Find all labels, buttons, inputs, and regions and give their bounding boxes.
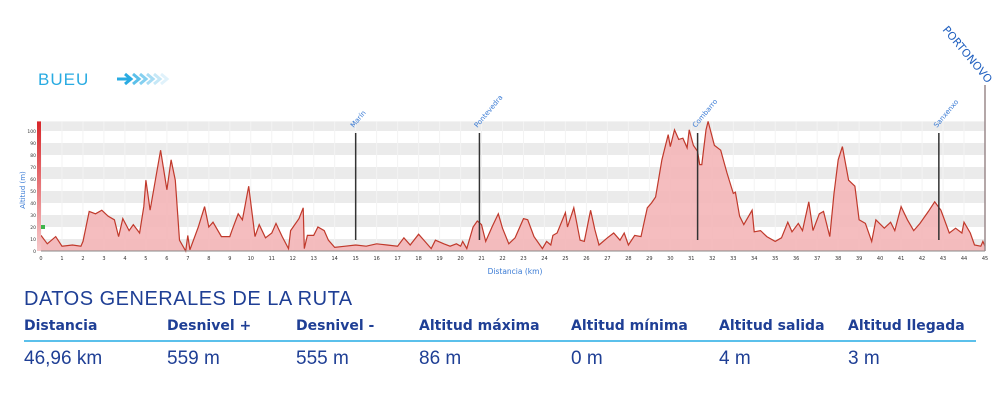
x-tick-label: 32 xyxy=(709,256,715,262)
x-tick-label: 9 xyxy=(228,256,231,262)
header-min-altitude: Altitud mínima xyxy=(571,318,688,334)
x-axis-label: Distancia (km) xyxy=(488,267,543,276)
x-tick-label: 33 xyxy=(730,256,736,262)
y-tick-label: 10 xyxy=(30,237,36,243)
x-tick-label: 2 xyxy=(81,256,84,262)
y-tick-label: 20 xyxy=(30,225,36,231)
x-tick-label: 25 xyxy=(562,256,568,262)
value-min-altitude: 0 m xyxy=(571,348,603,369)
x-tick-label: 11 xyxy=(269,256,275,262)
y-tick-label: 60 xyxy=(30,177,36,183)
value-start-altitude: 4 m xyxy=(719,348,751,369)
y-axis-label: Altitud (m) xyxy=(19,171,27,209)
x-tick-label: 37 xyxy=(814,256,820,262)
x-tick-label: 40 xyxy=(877,256,883,262)
x-tick-label: 27 xyxy=(604,256,610,262)
value-end-altitude: 3 m xyxy=(848,348,880,369)
grid-band xyxy=(41,121,985,131)
x-tick-label: 31 xyxy=(688,256,694,262)
x-tick-label: 15 xyxy=(352,256,358,262)
x-tick-label: 4 xyxy=(123,256,126,262)
x-tick-label: 16 xyxy=(373,256,379,262)
route-origin-label: BUEU xyxy=(38,70,90,89)
y-tick-label: 70 xyxy=(30,165,36,171)
elevation-chart: 0 1 2 3 4 5 6 7 8 9 10 11 12 13 14 15 16 17 18 19 20 21 22 23 24… xyxy=(19,24,995,276)
x-tick-label: 14 xyxy=(332,256,338,262)
y-tick-label: 90 xyxy=(30,141,36,147)
elevation-area xyxy=(41,121,985,252)
x-tick-label: 45 xyxy=(982,256,988,262)
x-tick-label: 36 xyxy=(793,256,799,262)
x-tick-label: 24 xyxy=(541,256,547,262)
x-tick-label: 21 xyxy=(478,256,484,262)
x-tick-label: 42 xyxy=(919,256,925,262)
header-distance: Distancia xyxy=(24,318,98,334)
y-tick-label: 80 xyxy=(30,153,36,159)
header-start-altitude: Altitud salida xyxy=(719,318,825,334)
x-tick-label: 28 xyxy=(625,256,631,262)
y-tick-label: 30 xyxy=(30,213,36,219)
elevation-line xyxy=(40,121,986,253)
y-tick-label: 100 xyxy=(27,129,36,135)
route-stats-table: Distancia Desnivel + Desnivel - Altitud … xyxy=(24,318,976,370)
x-tick-label: 19 xyxy=(436,256,442,262)
x-tick-label: 23 xyxy=(520,256,526,262)
value-descent: 555 m xyxy=(296,348,349,369)
header-end-altitude: Altitud llegada xyxy=(848,318,965,334)
x-tick-label: 39 xyxy=(856,256,862,262)
grid-band xyxy=(41,143,985,155)
x-tick-label: 34 xyxy=(751,256,757,262)
x-tick-label: 1 xyxy=(60,256,63,262)
x-tick-label: 3 xyxy=(102,256,105,262)
x-tick-label: 17 xyxy=(394,256,400,262)
value-ascent: 559 m xyxy=(167,348,220,369)
x-tick-label: 10 xyxy=(248,256,254,262)
header-descent: Desnivel - xyxy=(296,318,375,334)
x-tick-label: 44 xyxy=(961,256,967,262)
x-tick-label: 12 xyxy=(290,256,296,262)
start-point-icon xyxy=(41,225,45,229)
grid-band xyxy=(41,167,985,179)
x-tick-label: 30 xyxy=(667,256,673,262)
x-tick-label: 41 xyxy=(898,256,904,262)
x-tick-label: 43 xyxy=(940,256,946,262)
x-tick-label: 5 xyxy=(144,256,147,262)
x-tick-label: 38 xyxy=(835,256,841,262)
x-tick-label: 6 xyxy=(165,256,168,262)
value-distance: 46,96 km xyxy=(24,348,103,369)
x-tick-label: 18 xyxy=(415,256,421,262)
altitude-scale-bar xyxy=(37,121,41,252)
x-tick-label: 7 xyxy=(186,256,189,262)
stats-header-row: Distancia Desnivel + Desnivel - Altitud … xyxy=(24,318,976,342)
y-tick-label: 0 xyxy=(33,249,36,255)
y-tick-label: 50 xyxy=(30,189,36,195)
x-tick-label: 35 xyxy=(772,256,778,262)
x-tick-label: 20 xyxy=(457,256,463,262)
stats-title: DATOS GENERALES DE LA RUTA xyxy=(24,288,353,310)
x-tick-label: 26 xyxy=(583,256,589,262)
header-ascent: Desnivel + xyxy=(167,318,252,334)
x-tick-label: 13 xyxy=(311,256,317,262)
header-max-altitude: Altitud máxima xyxy=(419,318,540,334)
x-tick-label: 8 xyxy=(207,256,210,262)
x-tick-label: 0 xyxy=(39,256,42,262)
x-tick-label: 22 xyxy=(499,256,505,262)
town-marker-label: PORTONOVO xyxy=(940,24,995,86)
value-max-altitude: 86 m xyxy=(419,348,462,369)
stats-value-row: 46,96 km 559 m 555 m 86 m 0 m 4 m 3 m xyxy=(24,342,976,370)
x-tick-label: 29 xyxy=(646,256,652,262)
y-tick-label: 40 xyxy=(30,201,36,207)
direction-arrows-icon xyxy=(117,72,170,86)
grid-band xyxy=(41,191,985,203)
